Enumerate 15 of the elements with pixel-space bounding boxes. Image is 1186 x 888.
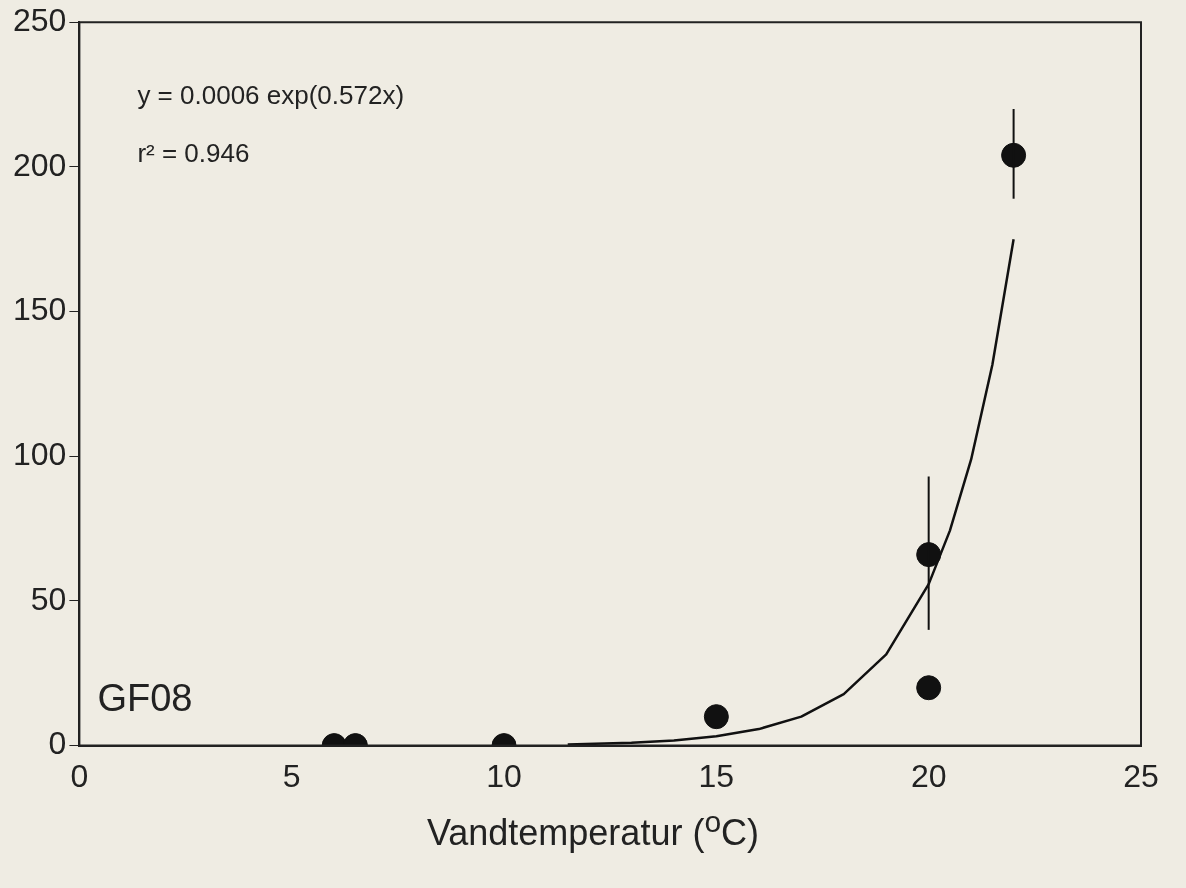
- x-tick-label: 20: [910, 757, 947, 794]
- x-tick-label: 25: [1123, 757, 1159, 794]
- annotation: y = 0.0006 exp(0.572x): [137, 80, 405, 111]
- annotation: r² = 0.946: [137, 138, 250, 169]
- annotation: GF08: [97, 677, 193, 720]
- y-tick-label: 100: [13, 436, 67, 473]
- y-tick-label: 0: [48, 725, 67, 762]
- y-tick-label: 50: [30, 580, 67, 617]
- x-tick-label: 10: [486, 757, 522, 794]
- x-axis-title: Vandtemperatur ($^{o}$C): [425, 805, 761, 854]
- x-tick-label: 15: [698, 757, 735, 794]
- y-tick-label: 150: [13, 291, 67, 328]
- x-tick-label: 5: [282, 757, 301, 794]
- y-tick-label: 250: [13, 2, 67, 39]
- y-tick-label: 200: [13, 146, 67, 183]
